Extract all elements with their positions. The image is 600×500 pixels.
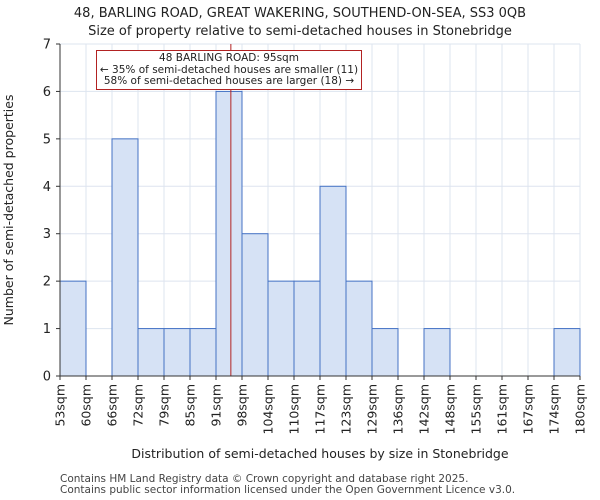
bar-110sqm xyxy=(293,280,321,377)
y-tick-label-7: 7 xyxy=(43,38,51,53)
x-tick-label-180sqm: 180sqm xyxy=(573,384,588,434)
y-tick-label-4: 4 xyxy=(43,180,51,195)
bar-142sqm xyxy=(423,328,451,377)
bar-123sqm xyxy=(345,280,373,377)
bar-174sqm xyxy=(553,328,581,377)
annotation-line-1: 48 BARLING ROAD: 95sqm xyxy=(159,52,299,64)
bar-117sqm xyxy=(319,185,347,377)
bar-104sqm xyxy=(267,280,295,377)
y-tick-label-2: 2 xyxy=(43,275,51,290)
x-tick-label-110sqm: 110sqm xyxy=(287,384,302,434)
y-tick-label-3: 3 xyxy=(43,227,51,242)
footer-line-1: Contains HM Land Registry data © Crown c… xyxy=(60,473,469,485)
footer-line-2: Contains public sector information licen… xyxy=(60,484,516,496)
x-tick-label-155sqm: 155sqm xyxy=(469,384,484,434)
x-tick-label-66sqm: 66sqm xyxy=(105,384,120,427)
bar-85sqm xyxy=(189,328,217,377)
chart-title: 48, BARLING ROAD, GREAT WAKERING, SOUTHE… xyxy=(73,6,527,21)
annotation-box: 48 BARLING ROAD: 95sqm ← 35% of semi-det… xyxy=(96,50,362,90)
x-tick-label-148sqm: 148sqm xyxy=(443,384,458,434)
x-tick-label-123sqm: 123sqm xyxy=(339,384,354,434)
x-tick-label-129sqm: 129sqm xyxy=(365,384,380,434)
x-tick-label-72sqm: 72sqm xyxy=(131,384,146,427)
y-tick-label-6: 6 xyxy=(43,85,51,100)
bar-79sqm xyxy=(163,328,191,377)
axes: 0 1 2 3 4 5 6 7 53sqm 60sqm 66sqm 72sqm 79sqm 85sqm 91… xyxy=(1,38,588,462)
bar-53sqm xyxy=(59,280,87,377)
x-tick-label-174sqm: 174sqm xyxy=(547,384,562,434)
x-tick-label-91sqm: 91sqm xyxy=(209,384,224,427)
x-tick-label-136sqm: 136sqm xyxy=(391,384,406,434)
x-tick-label-98sqm: 98sqm xyxy=(235,384,250,427)
bar-72sqm xyxy=(137,328,165,377)
x-tick-label-161sqm: 161sqm xyxy=(495,384,510,434)
chart-subtitle: Size of property relative to semi-detach… xyxy=(88,24,512,39)
x-tick-label-117sqm: 117sqm xyxy=(313,384,328,434)
x-tick-label-142sqm: 142sqm xyxy=(417,384,432,434)
annotation-line-3: 58% of semi-detached houses are larger (… xyxy=(103,75,355,87)
annotation-line-2: ← 35% of semi-detached houses are smalle… xyxy=(99,63,359,76)
y-tick-label-5: 5 xyxy=(43,132,51,147)
y-tick-label-0: 0 xyxy=(43,370,51,385)
bar-66sqm xyxy=(111,138,139,377)
bar-98sqm xyxy=(241,233,269,377)
bar-129sqm xyxy=(371,328,399,377)
x-tick-label-53sqm: 53sqm xyxy=(53,384,68,427)
x-tick-label-167sqm: 167sqm xyxy=(521,384,536,434)
x-axis-label: Distribution of semi-detached houses by … xyxy=(131,446,508,461)
y-axis-label: Number of semi-detached properties xyxy=(1,95,16,326)
x-tick-label-85sqm: 85sqm xyxy=(183,384,198,427)
y-tick-label-1: 1 xyxy=(43,322,51,337)
x-tick-label-60sqm: 60sqm xyxy=(79,384,94,427)
bar-91sqm xyxy=(215,90,243,377)
x-tick-label-79sqm: 79sqm xyxy=(157,384,172,427)
x-tick-label-104sqm: 104sqm xyxy=(261,384,276,434)
